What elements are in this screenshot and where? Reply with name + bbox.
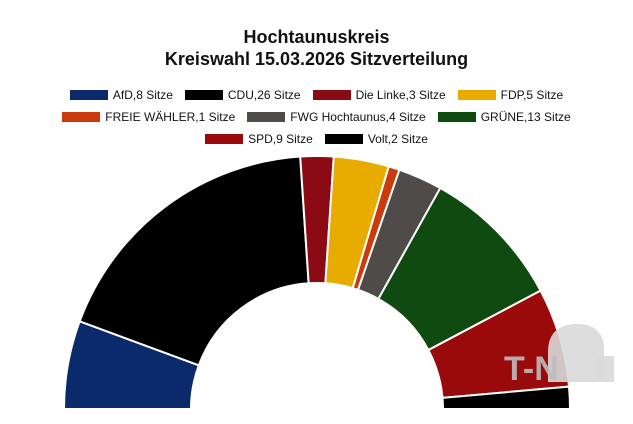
- seat-segment-volt: [441, 385, 572, 410]
- legend-entry: FWG Hochtaunus,4 Sitze: [247, 110, 426, 124]
- chart-subtitle: Kreiswahl 15.03.2026 Sitzverteilung: [164, 49, 469, 69]
- legend-row: AfD,8 Sitze CDU,26 Sitze Die Linke,3 Sitze…: [0, 88, 633, 102]
- legend-entry: GRÜNE,13 Sitze: [437, 110, 571, 124]
- legend-swatch: [69, 90, 108, 100]
- legend-entry: FDP,5 Sitze: [457, 88, 564, 102]
- legend-entry: FREIE WÄHLER,1 Sitze: [62, 110, 235, 124]
- watermark-logo: T-N: [504, 324, 614, 388]
- legend-label: GRÜNE,13 Sitze: [480, 110, 571, 124]
- legend-entry: Volt,2 Sitze: [324, 132, 428, 146]
- seat-segments: [62, 155, 572, 410]
- watermark-text: T-N: [504, 350, 559, 388]
- legend-swatch: [247, 112, 286, 122]
- legend-entry: AfD,8 Sitze: [69, 88, 173, 102]
- legend-swatch: [457, 90, 496, 100]
- legend-label: FREIE WÄHLER,1 Sitze: [105, 110, 236, 124]
- legend-label: FDP,5 Sitze: [500, 88, 564, 102]
- chart-title: Hochtaunuskreis: [243, 27, 390, 47]
- legend-swatch: [324, 134, 363, 144]
- legend-label: SPD,9 Sitze: [248, 132, 313, 146]
- legend-label: Die Linke,3 Sitze: [355, 88, 446, 102]
- legend-entry: SPD,9 Sitze: [205, 132, 313, 146]
- legend-row: FREIE WÄHLER,1 Sitze FWG Hochtaunus,4 Sit…: [0, 110, 633, 124]
- legend-swatch: [312, 90, 351, 100]
- legend-label: Volt,2 Sitze: [367, 132, 428, 146]
- legend-entry: CDU,26 Sitze: [184, 88, 301, 102]
- legend-entry: Die Linke,3 Sitze: [312, 88, 446, 102]
- legend-label: FWG Hochtaunus,4 Sitze: [290, 110, 426, 124]
- legend-swatch: [184, 90, 223, 100]
- legend-label: AfD,8 Sitze: [112, 88, 173, 102]
- legend-swatch: [62, 112, 101, 122]
- legend-label: CDU,26 Sitze: [227, 88, 301, 102]
- legend-row: SPD,9 Sitze Volt,2 Sitze: [0, 132, 633, 146]
- legend-swatch: [437, 112, 476, 122]
- cloud-icon: [548, 324, 604, 382]
- seat-segment-cdu: [78, 155, 310, 367]
- legend-swatch: [205, 134, 244, 144]
